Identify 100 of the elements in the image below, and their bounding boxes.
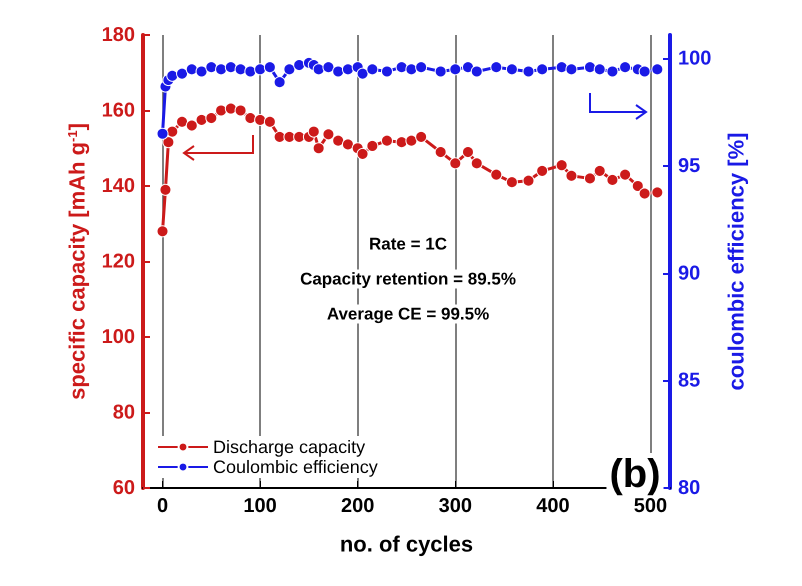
point xyxy=(234,104,247,116)
point xyxy=(380,66,393,78)
y2-tick-label: 100 xyxy=(678,48,712,70)
point xyxy=(332,134,344,147)
point xyxy=(244,66,256,78)
point xyxy=(274,76,286,88)
point xyxy=(380,134,393,147)
point xyxy=(536,63,548,76)
annotation: Capacity retention = 89.5% xyxy=(300,270,516,288)
point xyxy=(470,157,483,170)
point xyxy=(584,172,596,184)
point xyxy=(205,61,218,74)
y2-tick-label: 95 xyxy=(678,154,700,177)
point xyxy=(234,63,247,76)
point xyxy=(490,61,502,74)
point xyxy=(322,61,334,74)
point xyxy=(619,168,632,181)
point xyxy=(522,66,534,78)
y2-tick-label: 80 xyxy=(678,477,700,499)
annotation: Rate = 1C xyxy=(369,234,447,254)
point xyxy=(619,61,632,74)
point xyxy=(196,114,208,126)
point xyxy=(415,61,428,74)
x-tick-label: 300 xyxy=(438,495,472,517)
point xyxy=(536,164,548,177)
x-tick-label: 500 xyxy=(634,495,668,517)
point xyxy=(462,61,474,74)
point xyxy=(470,66,483,78)
point xyxy=(166,126,178,138)
point xyxy=(176,116,188,128)
point xyxy=(565,170,578,182)
point xyxy=(356,68,369,80)
point xyxy=(312,63,325,76)
point xyxy=(205,112,218,124)
x-tick-label: 400 xyxy=(536,495,570,517)
point xyxy=(594,63,606,76)
point xyxy=(254,63,266,76)
y-tick-label: 80 xyxy=(112,402,135,424)
point xyxy=(405,63,418,76)
point xyxy=(224,61,237,74)
point xyxy=(283,63,296,76)
point xyxy=(506,63,518,76)
point xyxy=(322,128,334,140)
x-tick-label: 200 xyxy=(341,495,374,517)
point xyxy=(506,176,518,188)
y-tick-label: 180 xyxy=(102,24,135,46)
point xyxy=(651,63,664,76)
y-axis-title: specific capacity [mAh g-1] xyxy=(64,123,90,400)
point xyxy=(490,168,502,181)
point xyxy=(366,140,378,152)
point xyxy=(308,126,320,138)
point xyxy=(186,63,198,76)
point xyxy=(434,66,447,78)
point xyxy=(156,128,169,140)
point xyxy=(224,102,237,115)
point xyxy=(215,63,228,76)
point xyxy=(293,59,306,72)
legend-label: Coulombic efficiency xyxy=(213,457,378,477)
y-tick-label: 160 xyxy=(102,100,135,122)
point xyxy=(584,61,596,74)
legend-label: Discharge capacity xyxy=(213,437,366,457)
y2-tick-label: 85 xyxy=(678,370,700,392)
y-tick-label: 120 xyxy=(102,250,135,272)
point xyxy=(632,180,644,192)
x-tick-label: 100 xyxy=(243,495,277,517)
point xyxy=(449,63,462,76)
y-tick-label: 140 xyxy=(102,175,135,197)
point xyxy=(244,112,256,124)
point xyxy=(366,63,378,76)
point xyxy=(186,120,198,132)
point xyxy=(434,146,447,158)
point xyxy=(356,148,369,160)
point xyxy=(264,61,276,74)
point xyxy=(396,61,408,74)
point xyxy=(196,66,208,78)
annotation: Average CE = 99.5% xyxy=(326,304,490,324)
point xyxy=(462,146,474,158)
point xyxy=(166,70,178,82)
point xyxy=(651,186,664,198)
point xyxy=(606,66,618,78)
point xyxy=(638,188,651,200)
point xyxy=(342,63,354,76)
point xyxy=(396,136,408,148)
point xyxy=(556,159,568,172)
point xyxy=(556,61,568,74)
x-tick-label: 0 xyxy=(156,495,168,517)
point xyxy=(405,134,418,147)
y2-axis-title: coulombic efficiency [%] xyxy=(724,132,748,390)
y-tick-label: 100 xyxy=(102,326,135,348)
y-tick-label: 60 xyxy=(112,477,135,499)
annotation: (b) xyxy=(609,452,661,496)
x-axis-title: no. of cycles xyxy=(340,532,474,556)
point xyxy=(606,174,618,186)
point xyxy=(264,116,276,128)
point xyxy=(215,104,228,116)
point xyxy=(254,114,266,126)
point xyxy=(565,63,578,76)
point xyxy=(156,225,169,238)
point xyxy=(594,164,606,177)
point xyxy=(283,130,296,143)
